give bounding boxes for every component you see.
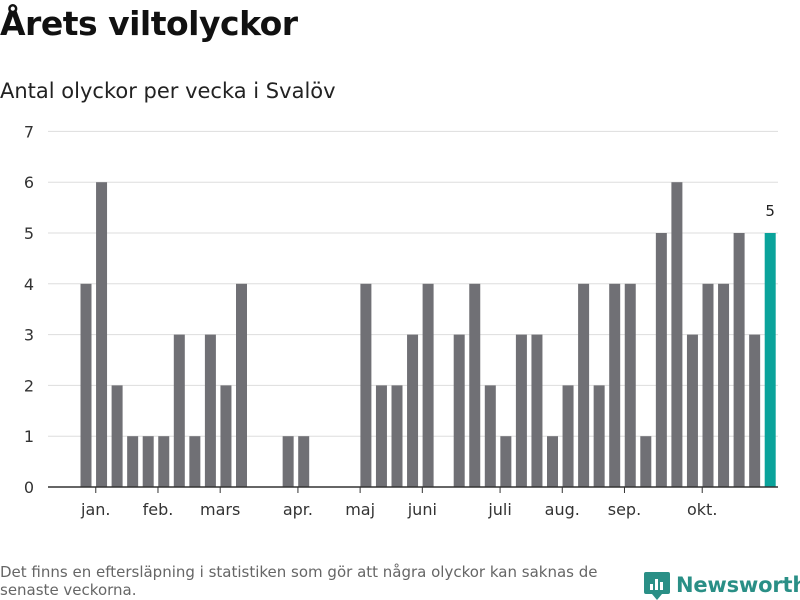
bar	[764, 233, 776, 487]
brand-logo[interactable]: Newsworthy	[644, 570, 800, 600]
bar	[375, 385, 387, 487]
bar	[407, 334, 419, 487]
bar	[236, 283, 247, 487]
x-tick-label: apr.	[283, 500, 313, 519]
chart-subtitle: Antal olyckor per vecka i Svalöv	[0, 79, 336, 103]
bar	[515, 334, 527, 487]
x-tick-label: okt.	[687, 500, 717, 519]
bar	[484, 385, 496, 487]
bar	[282, 436, 294, 487]
bar	[111, 385, 123, 487]
bar	[718, 283, 730, 487]
bar	[142, 436, 154, 487]
bar	[158, 436, 170, 487]
bar	[189, 436, 201, 487]
axes: 0 1 2 3 4 5 6 7 jan. feb. mars apr. maj juni juli aug. s…	[24, 122, 778, 519]
bar	[220, 385, 232, 487]
y-tick-label: 6	[24, 173, 34, 192]
bar	[640, 436, 652, 487]
bars: 5	[80, 182, 776, 487]
y-tick-label: 7	[24, 122, 34, 141]
bar	[391, 385, 403, 487]
bar	[173, 334, 185, 487]
bar-chart: 5 0 1 2 3 4 5 6 7 jan. feb. mars apr. maj juni juli aug…	[24, 122, 778, 519]
y-tick-label: 4	[24, 275, 34, 294]
bar	[671, 182, 683, 487]
bar	[593, 385, 605, 487]
bar	[127, 436, 139, 487]
bar	[96, 182, 108, 487]
x-tick-label: sep.	[608, 500, 641, 519]
bar	[469, 283, 481, 487]
bar	[562, 385, 574, 487]
bar	[360, 283, 372, 487]
bar	[655, 233, 667, 487]
bar	[749, 334, 761, 487]
y-tick-label: 1	[24, 427, 34, 446]
y-tick-label: 5	[24, 224, 34, 243]
bar	[531, 334, 543, 487]
x-tick-label: maj	[345, 500, 375, 519]
x-tick-label: feb.	[143, 500, 174, 519]
x-tick-label: jan.	[80, 500, 110, 519]
bar	[624, 283, 636, 487]
y-tick-label: 3	[24, 326, 34, 345]
y-tick-label: 2	[24, 376, 34, 395]
x-tick-label: aug.	[545, 500, 580, 519]
bar-data-label: 5	[765, 202, 775, 220]
footnote: Det finns en eftersläpning i statistiken…	[0, 563, 598, 599]
x-tick-label: juni	[407, 500, 437, 519]
bar	[298, 436, 310, 487]
bar	[609, 283, 621, 487]
bar	[204, 334, 216, 487]
bar	[547, 436, 558, 487]
brand-name: Newsworthy	[676, 573, 800, 597]
chart-title: Årets viltolyckor	[0, 4, 298, 43]
bar	[686, 334, 698, 487]
bar	[453, 334, 465, 487]
bar	[733, 233, 745, 487]
bar	[500, 436, 512, 487]
bar	[578, 283, 590, 487]
y-tick-label: 0	[24, 478, 34, 497]
bar	[80, 283, 92, 487]
x-tick-label: juli	[487, 500, 511, 519]
bar-chart-logo-icon	[644, 572, 670, 600]
x-tick-label: mars	[200, 500, 240, 519]
bar	[702, 283, 714, 487]
bar	[422, 283, 434, 487]
